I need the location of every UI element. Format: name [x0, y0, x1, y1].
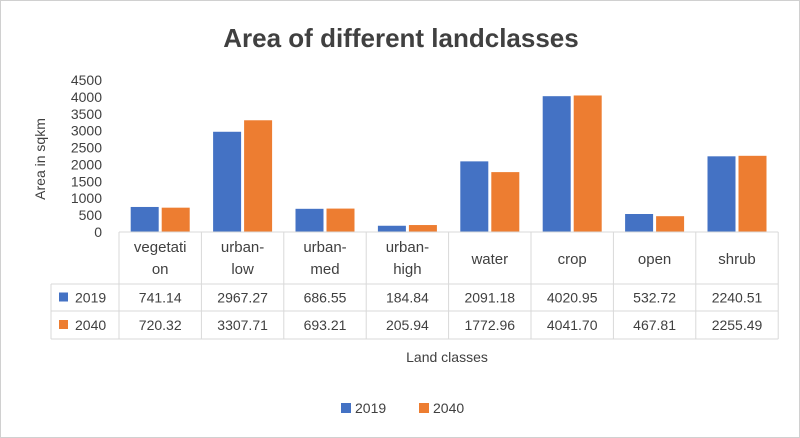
table-cell-value: 205.94 — [386, 317, 429, 333]
y-axis-label: Area in sqkm — [32, 118, 48, 200]
table-cell-value: 2091.18 — [464, 290, 515, 306]
table-cell-value: 532.72 — [633, 290, 676, 306]
bar-2019-1 — [213, 131, 242, 232]
category-label: vegetati — [134, 239, 187, 256]
category-label: urban- — [303, 239, 346, 256]
category-label: open — [638, 251, 671, 268]
y-tick-label: 2000 — [71, 156, 102, 172]
category-label: water — [470, 251, 508, 268]
y-tick-label: 1000 — [71, 190, 102, 206]
y-tick-label: 2500 — [71, 140, 102, 156]
table-cell-value: 4041.70 — [547, 317, 598, 333]
table-series-key — [59, 320, 68, 329]
bar-2019-0 — [130, 206, 159, 232]
bar-2019-6 — [625, 214, 654, 232]
table-cell-value: 467.81 — [633, 317, 676, 333]
legend-label: 2040 — [433, 400, 464, 416]
bar-2019-3 — [377, 225, 406, 232]
category-label: crop — [558, 251, 587, 268]
table-cell-value: 2240.51 — [712, 290, 763, 306]
table-cell-value: 4020.95 — [547, 290, 598, 306]
y-tick-label: 4500 — [71, 72, 102, 88]
category-label: on — [152, 261, 169, 278]
bar-2040-3 — [408, 225, 437, 232]
legend-swatch — [419, 403, 429, 413]
bar-2040-6 — [656, 216, 685, 232]
table-series-key — [59, 292, 68, 302]
bars — [130, 95, 767, 233]
y-tick-label: 500 — [79, 207, 103, 223]
table-cell-value: 2255.49 — [712, 317, 763, 333]
legend: 2019 2040 — [341, 400, 464, 416]
data-table: vegetati on urban-low urban-med urban-high wa… — [50, 231, 779, 340]
bar-2019-7 — [707, 156, 736, 232]
category-label: med — [310, 261, 339, 278]
category-label: urban- — [386, 239, 429, 256]
chart-title: Area of different landclasses — [223, 23, 578, 53]
bar-2019-5 — [542, 96, 571, 232]
legend-swatch — [341, 403, 351, 413]
bar-2040-7 — [738, 155, 767, 232]
category-label: low — [231, 261, 254, 278]
category-label: shrub — [718, 251, 756, 268]
category-label: urban- — [221, 239, 264, 256]
y-tick-label: 4000 — [71, 89, 102, 105]
y-tick-label: 1500 — [71, 173, 102, 189]
y-tick-label: 3500 — [71, 106, 102, 122]
table-cell-value: 1772.96 — [464, 317, 515, 333]
bar-2040-5 — [573, 95, 602, 233]
bar-2040-0 — [161, 207, 190, 232]
bar-2019-4 — [460, 161, 489, 232]
category-label: high — [393, 261, 421, 278]
bar-2040-4 — [491, 172, 520, 232]
y-tick-label: 3000 — [71, 123, 102, 139]
y-tick-label: 0 — [94, 224, 102, 240]
table-cell-value: 686.55 — [304, 290, 347, 306]
bar-2040-2 — [326, 208, 355, 232]
table-series-name: 2040 — [75, 317, 106, 333]
legend-label: 2019 — [355, 400, 386, 416]
table-cell-value: 3307.71 — [217, 317, 268, 333]
x-axis-label: Land classes — [406, 349, 488, 365]
table-cell-value: 2967.27 — [217, 290, 268, 306]
table-cell-value: 184.84 — [386, 290, 429, 306]
table-cell-value: 693.21 — [304, 317, 347, 333]
bar-2019-2 — [295, 208, 324, 232]
bar-2040-1 — [244, 120, 273, 232]
table-series-name: 2019 — [75, 290, 106, 306]
table-cell-value: 720.32 — [139, 317, 182, 333]
table-cell-value: 741.14 — [139, 290, 182, 306]
